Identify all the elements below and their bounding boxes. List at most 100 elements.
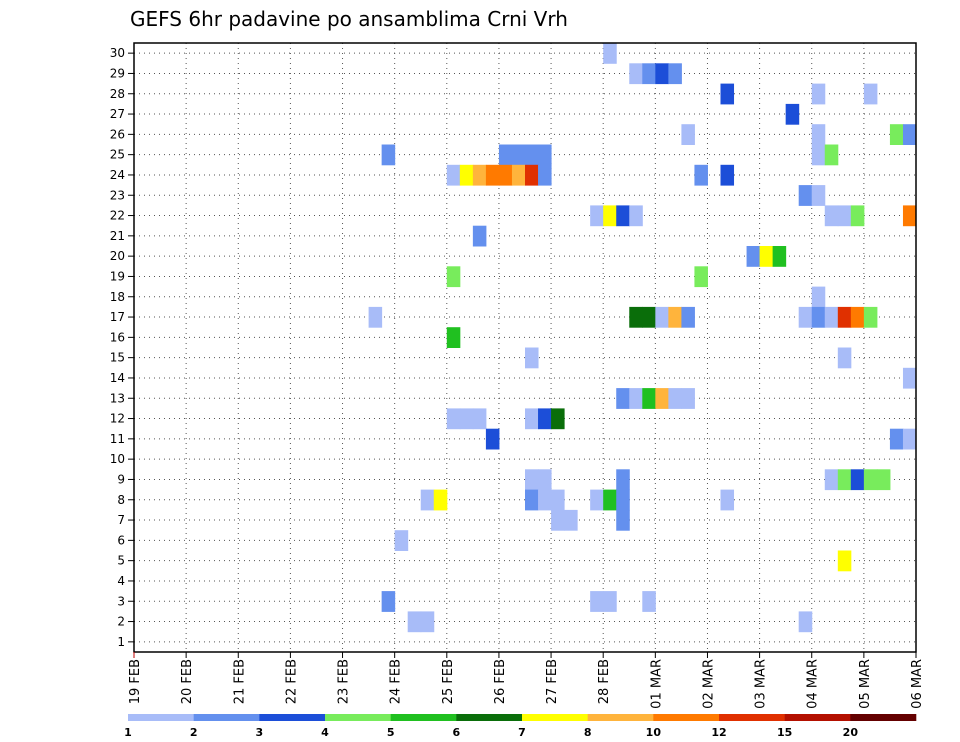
legend-swatch [128, 714, 194, 721]
legend-swatch [193, 714, 260, 721]
heatmap-cell [446, 266, 461, 288]
heatmap-cell [889, 124, 904, 145]
y-tick-label: 12 [110, 412, 125, 426]
heatmap-cell [511, 144, 526, 166]
x-tick-label: 23 FEB [337, 659, 352, 704]
y-tick-label: 28 [110, 87, 125, 101]
y-tick-label: 10 [110, 452, 125, 466]
y-tick-label: 18 [110, 290, 125, 304]
legend-label: 5 [387, 726, 395, 739]
heatmap-cell [381, 591, 396, 612]
heatmap-cell [472, 164, 487, 186]
y-tick-label: 6 [117, 533, 125, 547]
heatmap-cell [511, 164, 526, 186]
x-tick-label: 21 FEB [232, 659, 247, 704]
y-tick-label: 13 [110, 391, 125, 405]
heatmap-cell [668, 63, 682, 85]
heatmap-cell [720, 489, 735, 511]
heatmap-cell [811, 306, 826, 328]
heatmap-cell [459, 164, 474, 186]
heatmap-cell [655, 306, 669, 328]
heatmap-cell [616, 388, 630, 409]
legend-label: 7 [518, 726, 526, 739]
y-axis: 1234567891011121314151617181920212223242… [110, 46, 134, 649]
heatmap-cell [850, 205, 865, 227]
y-tick-label: 17 [110, 310, 125, 324]
heatmap-cell [668, 306, 682, 328]
heatmap-cell [824, 469, 839, 491]
heatmap-cell [498, 164, 513, 186]
heatmap-cell [798, 306, 813, 328]
heatmap-cell [837, 306, 852, 328]
heatmap-cell [863, 306, 878, 328]
legend-label: 3 [256, 726, 264, 739]
y-tick-label: 8 [117, 493, 125, 507]
heatmap-cell [446, 408, 461, 430]
heatmap-cell [420, 489, 435, 511]
y-tick-label: 24 [110, 168, 125, 182]
heatmap-cell [655, 388, 669, 409]
y-tick-label: 23 [110, 188, 125, 202]
heatmap-cell [629, 205, 643, 227]
heatmap-cell [824, 144, 839, 166]
heatmap-cell [876, 469, 891, 491]
heatmap-cell [811, 83, 826, 105]
y-tick-label: 4 [117, 574, 125, 588]
heatmap-cell [498, 144, 513, 166]
heatmap-cell [590, 205, 604, 227]
y-tick-label: 15 [110, 351, 125, 365]
legend-swatch [259, 714, 326, 721]
legend-swatch [325, 714, 391, 721]
x-tick-label: 24 FEB [389, 659, 404, 704]
y-tick-label: 22 [110, 209, 125, 223]
color-legend: 1 2 3 4 5 6 7 8 10 12 15 20 [124, 714, 917, 739]
legend-label: 20 [843, 726, 859, 739]
heatmap-cell [603, 591, 617, 612]
legend-swatch [653, 714, 720, 721]
heatmap-cell [472, 225, 487, 247]
y-tick-label: 5 [117, 554, 125, 568]
heatmap-cell [603, 205, 617, 227]
heatmap-cell [811, 124, 826, 145]
x-tick-label: 04 MAR [806, 659, 821, 709]
heatmap-cell [642, 591, 656, 612]
heatmap-cell [694, 164, 708, 186]
heatmap-cell [525, 469, 539, 491]
x-tick-label: 28 FEB [597, 659, 612, 704]
heatmap-cell [811, 144, 826, 166]
heatmap-cell [837, 347, 852, 369]
heatmap-cell [525, 408, 539, 430]
heatmap-cell [551, 509, 565, 531]
heatmap-cell [798, 185, 813, 206]
heatmap-cell [863, 469, 878, 491]
legend-label: 10 [646, 726, 662, 739]
heatmap-cell [902, 428, 917, 450]
heatmap-cell [616, 469, 630, 491]
heatmap-cell [446, 327, 461, 348]
heatmap-cell [785, 103, 800, 125]
heatmap-cell [538, 408, 552, 430]
legend-swatch [719, 714, 785, 721]
y-tick-label: 19 [110, 269, 125, 283]
heatmap-cell [642, 63, 656, 85]
legend-swatch [390, 714, 457, 721]
x-tick-label: 19 FEB [128, 659, 143, 704]
heatmap-cell [616, 509, 630, 531]
heatmap-cell [850, 306, 865, 328]
y-tick-label: 7 [117, 513, 125, 527]
heatmap-cell [603, 43, 617, 64]
y-tick-label: 9 [117, 472, 125, 486]
heatmap-cell [642, 388, 656, 409]
y-tick-label: 20 [110, 249, 125, 263]
heatmap-cell [837, 550, 852, 572]
heatmap-cell [902, 205, 917, 227]
heatmap-cell [811, 185, 826, 206]
heatmap-cell [681, 388, 695, 409]
heatmap-cell [538, 144, 552, 166]
heatmap-cell [681, 124, 695, 145]
y-tick-label: 2 [117, 615, 125, 629]
data-cells [368, 43, 917, 633]
heatmap-cell [681, 306, 695, 328]
heatmap-cell [525, 489, 539, 511]
x-axis: 19 FEB 20 FEB 21 FEB 22 FEB 23 FEB 24 FEB 25 F… [128, 652, 925, 709]
